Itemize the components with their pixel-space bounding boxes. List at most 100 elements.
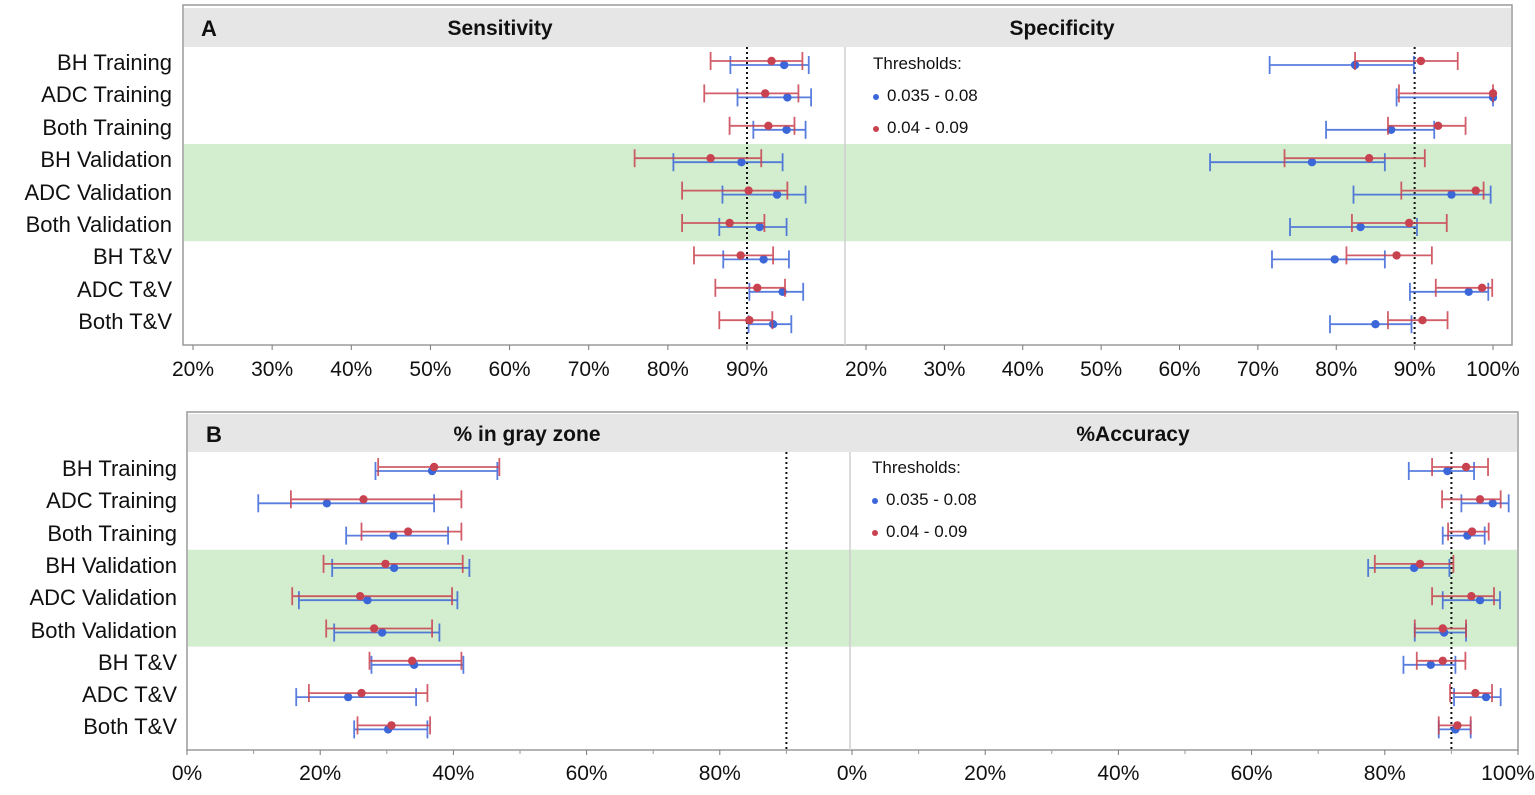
point-estimate	[403, 527, 413, 536]
error-bar-series1	[722, 250, 790, 269]
legend-a: Thresholds: 0.035 - 0.08 0.04 - 0.09	[873, 48, 978, 144]
x-tick-label: 40%	[1097, 762, 1139, 785]
x-tick-label: 70%	[1237, 358, 1279, 381]
row-label: BH Validation	[40, 147, 172, 173]
error-bar-series2	[289, 490, 463, 509]
point-estimate	[1443, 466, 1452, 476]
error-bar-series1	[752, 120, 807, 139]
row-label: Both T&V	[83, 714, 177, 740]
row-label: Both Validation	[30, 617, 177, 643]
error-bar-series2	[322, 554, 464, 573]
point-estimate	[1433, 121, 1443, 130]
x-tick-label: 40%	[1002, 358, 1044, 381]
error-bar-series1	[257, 494, 435, 513]
error-bar-series1	[374, 462, 499, 480]
plot-sensitivity: 20% 30% 40% 50% 60% 70% 80% 90%	[172, 47, 813, 381]
row-label: BH T&V	[97, 649, 177, 675]
plot-title-specificity: Specificity	[1009, 17, 1115, 40]
legend-label: 0.04 - 0.09	[886, 522, 968, 541]
x-tick-label: 80%	[1315, 358, 1357, 381]
legend-entry-series2: 0.04 - 0.09	[873, 112, 978, 144]
x-tick-label: 0%	[837, 762, 867, 785]
point-estimate	[737, 158, 746, 167]
error-bar-series2	[693, 246, 775, 265]
x-tick-label: 80%	[1364, 762, 1406, 785]
error-bar-series2	[377, 458, 501, 476]
panel-letter-b: B	[206, 422, 222, 447]
point-estimate	[755, 222, 764, 232]
error-bar-series2	[1387, 116, 1467, 135]
error-bar-series1	[331, 558, 471, 577]
error-bar-series1	[1209, 153, 1386, 172]
x-tick-label: 60%	[489, 358, 531, 381]
point-estimate	[1371, 320, 1380, 329]
x-tick-label: 50%	[1080, 358, 1122, 381]
point-estimate	[1447, 190, 1456, 199]
legend-label: 0.04 - 0.09	[887, 118, 969, 137]
point-estimate	[759, 255, 768, 264]
point-estimate	[1418, 316, 1427, 325]
plot-title-sensitivity: Sensitivity	[447, 17, 553, 40]
x-tick-label: 70%	[568, 358, 610, 381]
point-estimate	[745, 316, 754, 325]
row-label: BH Training	[57, 50, 172, 75]
plot-specificity: 20% 30% 40% 50% 60% 70% 80% 90% 100%	[845, 47, 1520, 381]
point-estimate	[736, 251, 745, 260]
row-label: Both T&V	[78, 309, 172, 335]
error-bar-series2	[1400, 181, 1485, 200]
legend-b: Thresholds: 0.035 - 0.08 0.04 - 0.09	[872, 452, 977, 548]
row-label: BH T&V	[92, 244, 172, 270]
plot-title-gray-zone: % in gray zone	[453, 423, 601, 446]
error-bar-series1	[1409, 282, 1490, 301]
error-bar-series2	[1283, 149, 1426, 168]
point-estimate	[1409, 563, 1419, 573]
row-label: Both Training	[47, 520, 177, 546]
point-estimate	[767, 56, 776, 66]
blue-dot-icon	[872, 497, 878, 504]
point-estimate	[1481, 692, 1491, 702]
x-tick-label: 20%	[299, 762, 341, 785]
point-estimate	[783, 93, 792, 102]
point-estimate	[387, 721, 396, 730]
error-bar-series1	[1352, 185, 1492, 204]
highlight-band-validation	[188, 549, 1517, 647]
point-estimate	[706, 154, 715, 163]
row-label: ADC T&V	[77, 276, 172, 302]
point-estimate	[1488, 499, 1497, 508]
error-bar-series1	[1329, 315, 1413, 334]
error-bar-series1	[1325, 120, 1436, 139]
legend-title: Thresholds:	[872, 458, 961, 477]
panel-header	[184, 8, 1511, 47]
x-tick-label: 100%	[1481, 762, 1535, 785]
error-bar-series1	[721, 185, 807, 204]
row-label: BH Validation	[45, 552, 177, 578]
error-bar-series2	[1387, 311, 1449, 330]
point-estimate	[363, 596, 372, 605]
legend-entry-series1: 0.035 - 0.08	[872, 484, 977, 516]
point-estimate	[1415, 559, 1425, 569]
point-estimate	[1467, 527, 1477, 536]
error-bar-series2	[709, 52, 804, 70]
point-estimate	[1330, 255, 1339, 264]
point-estimate	[764, 121, 773, 130]
plot--in-gray-zone: 0% 20% 40% 60% 80%	[172, 452, 788, 785]
error-bar-series2	[1441, 490, 1502, 509]
x-tick-label: 80%	[647, 358, 689, 381]
error-bar-series2	[1449, 684, 1493, 703]
point-estimate	[357, 688, 366, 698]
point-estimate	[1475, 495, 1485, 504]
row-label: BH Training	[62, 456, 177, 481]
panel-b: 0% 20% 40% 60% 80% 0% 20% 40% 60% 80% 100%	[172, 411, 1535, 785]
row-label: ADC Validation	[29, 585, 177, 611]
point-estimate	[1461, 462, 1471, 472]
error-bar-series2	[681, 214, 766, 232]
x-tick-label: 20%	[964, 762, 1006, 785]
point-estimate	[355, 592, 365, 601]
red-dot-icon	[872, 529, 878, 536]
panel-a: 20% 30% 40% 50% 60% 70% 80% 90% 20% 30% 40% 50% 60% 7…	[172, 4, 1520, 381]
point-estimate	[377, 628, 387, 637]
point-estimate	[1386, 125, 1396, 134]
panel-header	[188, 414, 1517, 452]
point-estimate	[1404, 218, 1414, 228]
point-estimate	[343, 692, 353, 702]
